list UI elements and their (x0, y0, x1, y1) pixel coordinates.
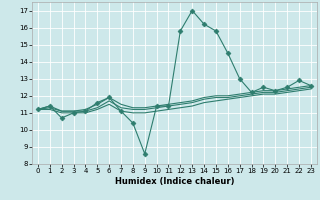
X-axis label: Humidex (Indice chaleur): Humidex (Indice chaleur) (115, 177, 234, 186)
